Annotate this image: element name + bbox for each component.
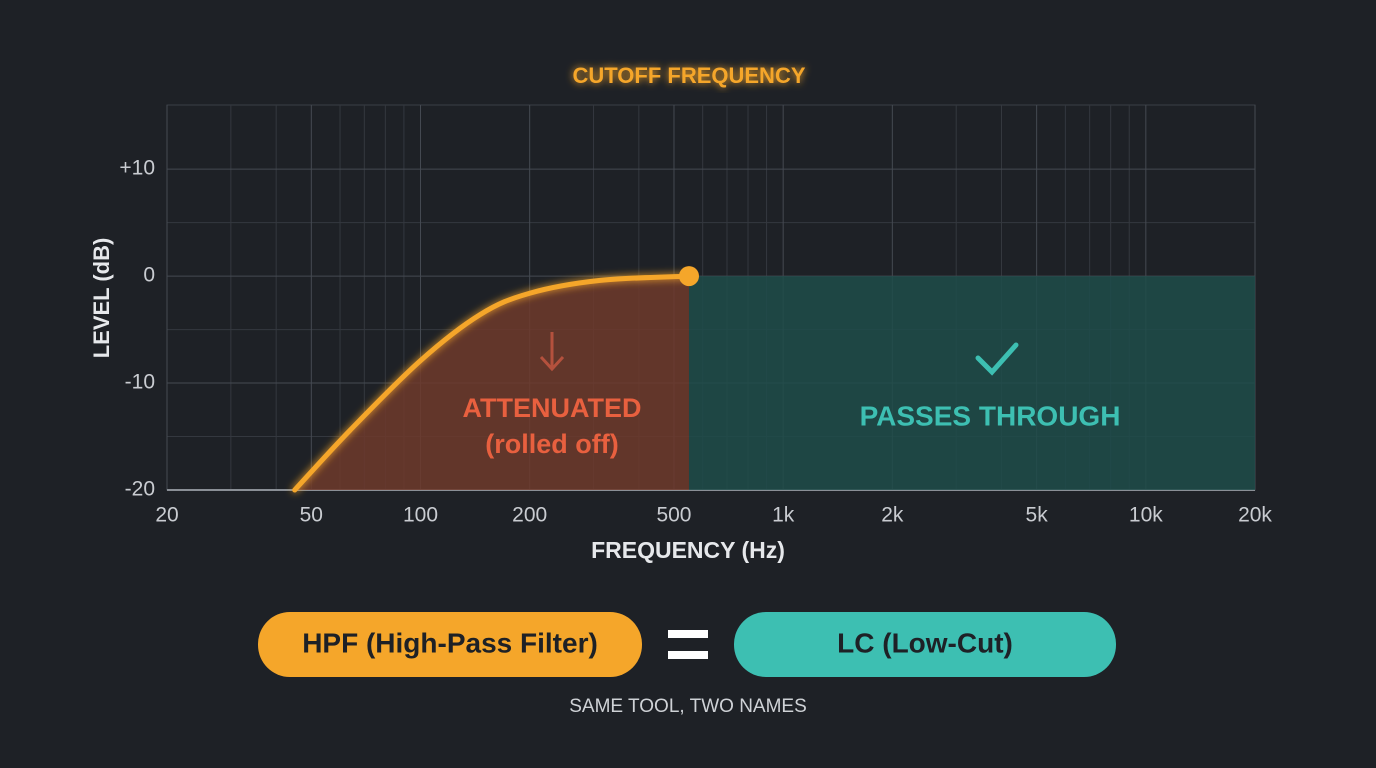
x-tick-label: 2k	[881, 504, 904, 527]
series-area	[294, 276, 689, 490]
series-area	[688, 276, 1255, 490]
check-icon	[975, 342, 1019, 376]
x-tick-label: 5k	[1026, 504, 1049, 527]
x-tick-label: 200	[512, 504, 547, 527]
lc-text: LC (Low-Cut)	[837, 627, 1013, 658]
x-axis-label: FREQUENCY (Hz)	[591, 537, 785, 563]
y-tick-label: 0	[143, 264, 155, 287]
x-tick-label: 20	[155, 504, 178, 527]
y-tick-label: -20	[125, 478, 155, 501]
x-tick-label: 500	[656, 504, 691, 527]
lc-pill	[734, 612, 1116, 677]
x-tick-label: 100	[403, 504, 438, 527]
caption: SAME TOOL, TWO NAMES	[569, 696, 807, 717]
y-axis-label: LEVEL (dB)	[89, 238, 114, 359]
labels: 20 50 100 200 500 1k 2k 5k 10k 20k +10 0 -10 -20 CUTOF…	[119, 63, 1272, 527]
down-arrow-icon	[539, 332, 565, 372]
cutoff-point	[678, 266, 699, 287]
series-line	[292, 273, 692, 493]
x-tick-label: 50	[300, 504, 323, 527]
equals-bar	[668, 630, 708, 638]
pass-label: PASSES THROUGH	[860, 400, 1121, 431]
equals-bar	[668, 651, 708, 659]
lines	[292, 105, 1258, 493]
y-tick-label: -10	[125, 371, 155, 394]
areas	[294, 276, 1255, 490]
x-tick-label: 20k	[1238, 504, 1272, 527]
cutoff-label: CUTOFF FREQUENCY	[572, 63, 805, 88]
attenuated-sublabel: (rolled off)	[485, 429, 618, 459]
x-tick-label: 1k	[772, 504, 795, 527]
hpf-text: HPF (High-Pass Filter)	[302, 627, 598, 658]
y-tick-label: +10	[119, 157, 155, 180]
hpf-pill	[258, 612, 642, 677]
x-tick-label: 10k	[1129, 504, 1163, 527]
attenuated-label: ATTENUATED	[463, 393, 642, 423]
